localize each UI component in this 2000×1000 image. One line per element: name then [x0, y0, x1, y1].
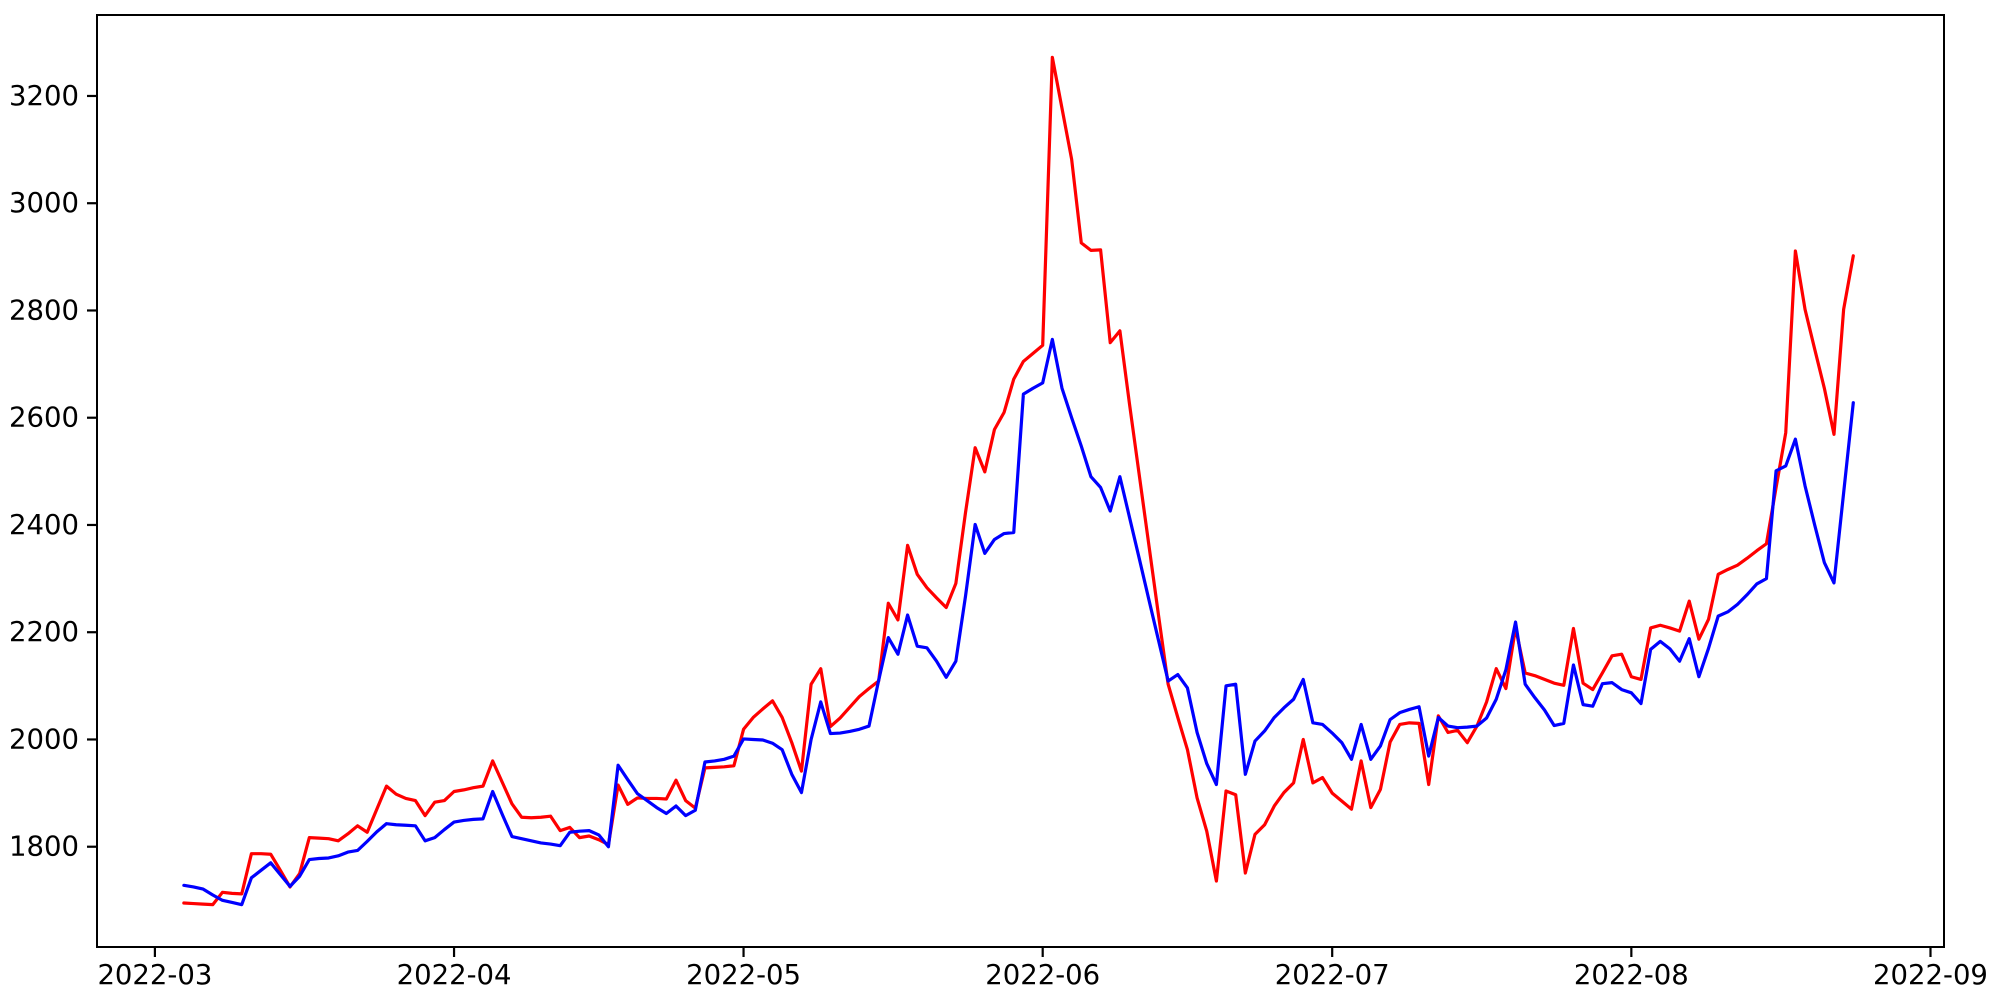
y-tick-label: 2800: [9, 294, 79, 326]
x-tick-label: 2022-03: [97, 959, 212, 991]
x-tick-label: 2022-05: [686, 959, 801, 991]
y-tick-label: 1800: [9, 831, 79, 863]
y-tick-label: 3200: [9, 80, 79, 112]
x-tick-label: 2022-06: [985, 959, 1100, 991]
y-tick-label: 2600: [9, 402, 79, 434]
y-tick-label: 2400: [9, 509, 79, 541]
red-line: [182, 55, 1855, 907]
blue-line: [182, 337, 1855, 907]
y-tick-label: 2200: [9, 616, 79, 648]
x-tick-label: 2022-07: [1275, 959, 1390, 991]
x-tick-label: 2022-09: [1873, 959, 1988, 991]
axes-frame: [96, 14, 1945, 948]
x-tick-label: 2022-08: [1574, 959, 1689, 991]
y-tick-label: 2000: [9, 723, 79, 755]
y-tick-label: 3000: [9, 187, 79, 219]
x-tick-label: 2022-04: [397, 959, 512, 991]
